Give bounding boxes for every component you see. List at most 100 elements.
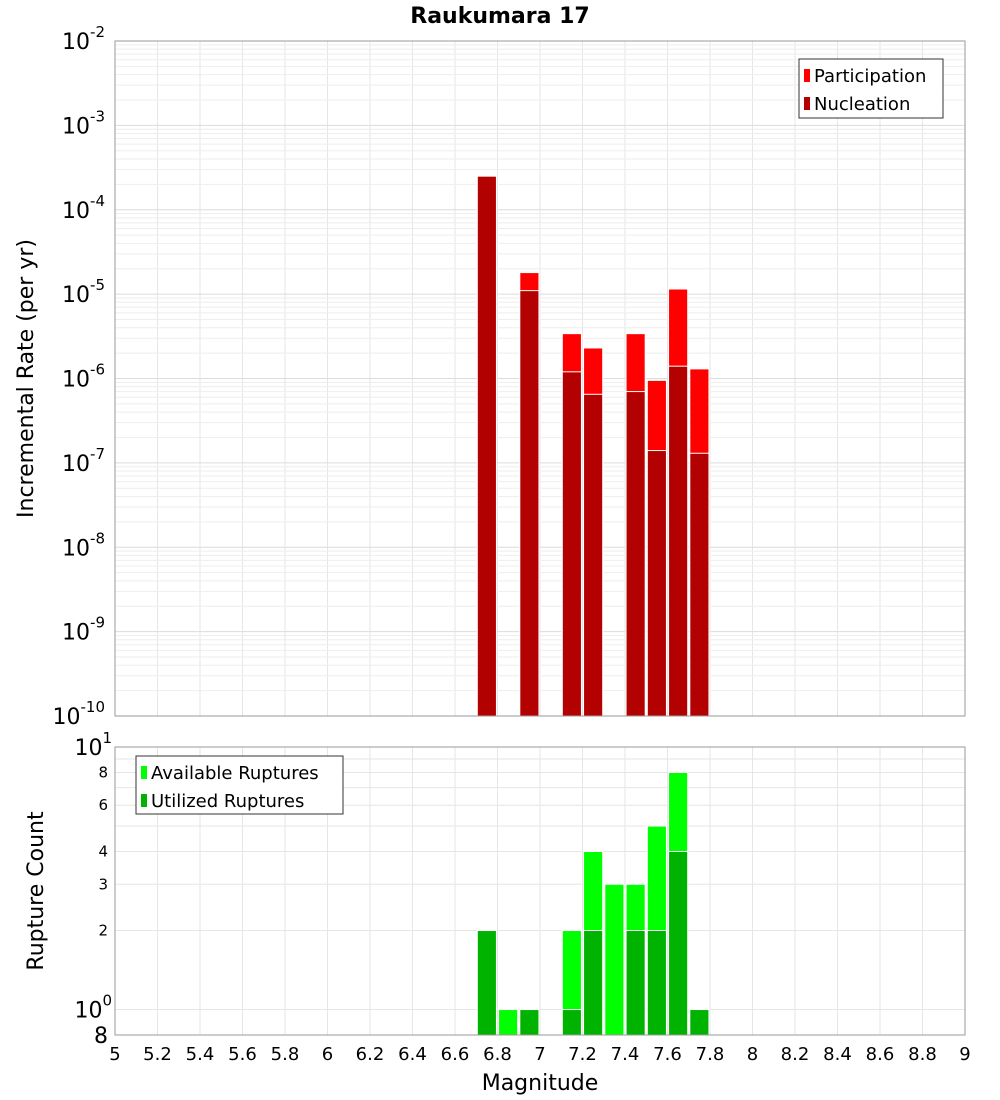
rate-y-tick-exponent: -8 [90, 529, 105, 547]
count-gridlines [114, 746, 966, 1035]
x-tick-label: 5 [109, 1044, 120, 1065]
count-bar-utilized-ruptures [583, 930, 604, 1036]
rate-y-tick-label: 10-2 [62, 23, 105, 55]
rate-y-tick-base: 10 [62, 199, 90, 224]
rate-y-tick-exponent: -4 [90, 192, 105, 210]
count-bar-utilized-ruptures [646, 930, 667, 1036]
rate-gridlines [114, 41, 966, 717]
x-axis-label: Magnitude [482, 1071, 599, 1096]
x-tick-label: 5.6 [228, 1044, 257, 1065]
rate-y-tick-label: 10-5 [62, 276, 105, 308]
rate-bar-nucleation [519, 290, 540, 717]
rate-panel: 10-210-310-410-510-610-710-810-910-10 In… [14, 23, 966, 730]
rate-y-tick-base: 10 [62, 536, 90, 561]
count-y-axis-label: Rupture Count [24, 811, 49, 971]
count-legend-swatch [141, 766, 147, 779]
count-y-tick-label: 4 [98, 842, 108, 860]
rate-y-tick-label: 10-9 [62, 614, 105, 646]
rate-bar-nucleation [625, 391, 646, 717]
rate-bar-nucleation [668, 365, 689, 717]
count-plot-frame [114, 746, 966, 1036]
count-bar-utilized-ruptures [561, 1009, 582, 1036]
rate-plot-frame [114, 40, 966, 717]
rate-y-tick-base: 10 [62, 621, 90, 646]
count-y-tick-label: 8 [94, 1024, 108, 1049]
count-bar-utilized-ruptures [625, 930, 646, 1036]
count-y-tick-exponent: 1 [102, 729, 112, 747]
x-tick-label: 8.2 [781, 1044, 810, 1065]
count-bar-utilized-ruptures [519, 1009, 540, 1036]
rate-y-tick-label: 10-8 [62, 529, 105, 561]
rate-legend-swatch [804, 97, 810, 110]
count-bar-utilized-ruptures [476, 930, 497, 1036]
rate-legend-box [798, 58, 944, 119]
x-tick-label: 8.6 [866, 1044, 895, 1065]
rate-y-tick-exponent: -7 [90, 445, 105, 463]
rate-y-tick-exponent: -3 [90, 107, 105, 125]
rate-y-tick-label: 10-3 [62, 107, 105, 139]
count-y-tick-label: 6 [98, 796, 108, 814]
rate-legend-label: Nucleation [814, 94, 910, 115]
rate-y-tick-base: 10 [53, 705, 81, 730]
rate-y-tick-exponent: -6 [90, 361, 105, 379]
count-legend-swatch [141, 794, 147, 807]
count-y-tick-label: 8 [98, 763, 108, 781]
x-tick-label: 5.8 [271, 1044, 300, 1065]
count-legend: Available Ruptures Utilized Ruptures [135, 755, 344, 815]
rate-legend: Participation Nucleation [798, 58, 944, 119]
rate-y-tick-exponent: -2 [90, 23, 105, 41]
x-tick-label: 6.6 [441, 1044, 470, 1065]
x-tick-label: 6.2 [356, 1044, 385, 1065]
count-y-tick-label: 101 [74, 729, 112, 761]
count-bars [476, 771, 710, 1036]
x-tick-label: 5.4 [186, 1044, 215, 1065]
count-legend-label: Utilized Ruptures [151, 791, 304, 812]
count-y-tick-label: 2 [98, 922, 108, 940]
count-y-tick-label: 100 [74, 992, 112, 1024]
x-tick-label: 8 [747, 1044, 758, 1065]
count-legend-label: Available Ruptures [151, 763, 319, 784]
count-y-tick-base: 10 [74, 999, 102, 1024]
x-tick-label: 7 [534, 1044, 545, 1065]
x-tick-label: 8.4 [823, 1044, 852, 1065]
x-tick-label: 7.2 [568, 1044, 597, 1065]
rate-y-tick-exponent: -5 [90, 276, 105, 294]
count-legend-box [135, 755, 344, 815]
count-y-tick-base: 10 [74, 736, 102, 761]
rate-y-tick-exponent: -10 [81, 698, 106, 716]
chart-title: Raukumara 17 [410, 4, 589, 29]
x-tick-label: 5.2 [143, 1044, 172, 1065]
rate-y-axis-label: Incremental Rate (per yr) [14, 239, 39, 518]
rate-bar-nucleation [583, 393, 604, 717]
x-tick-label: 7.6 [653, 1044, 682, 1065]
rate-y-tick-label: 10-6 [62, 361, 105, 393]
count-bar-utilized-ruptures [689, 1009, 710, 1036]
rate-y-tick-exponent: -9 [90, 614, 105, 632]
count-y-tick-label: 3 [98, 875, 108, 893]
rate-y-tick-base: 10 [62, 283, 90, 308]
x-tick-label: 6 [322, 1044, 333, 1065]
x-tick-label: 6.8 [483, 1044, 512, 1065]
rate-y-tick-base: 10 [62, 30, 90, 55]
rate-y-tick-labels: 10-210-310-410-510-610-710-810-910-10 [53, 23, 106, 730]
x-tick-label: 8.8 [908, 1044, 937, 1065]
count-bar-available-ruptures [498, 1009, 519, 1036]
x-tick-label: 7.8 [696, 1044, 725, 1065]
count-bar-available-ruptures [604, 883, 625, 1036]
x-tick-label: 7.4 [611, 1044, 640, 1065]
rate-legend-swatch [804, 69, 810, 82]
rate-bar-nucleation [646, 450, 667, 717]
rate-y-tick-base: 10 [62, 368, 90, 393]
count-bar-utilized-ruptures [668, 850, 689, 1036]
rate-y-tick-label: 10-4 [62, 192, 105, 224]
x-tick-label: 9 [959, 1044, 970, 1065]
rate-y-tick-base: 10 [62, 452, 90, 477]
x-tick-label: 6.4 [398, 1044, 427, 1065]
rate-y-tick-base: 10 [62, 114, 90, 139]
rate-y-tick-label: 10-7 [62, 445, 105, 477]
rate-legend-label: Participation [814, 66, 926, 87]
rate-bar-nucleation [561, 371, 582, 717]
